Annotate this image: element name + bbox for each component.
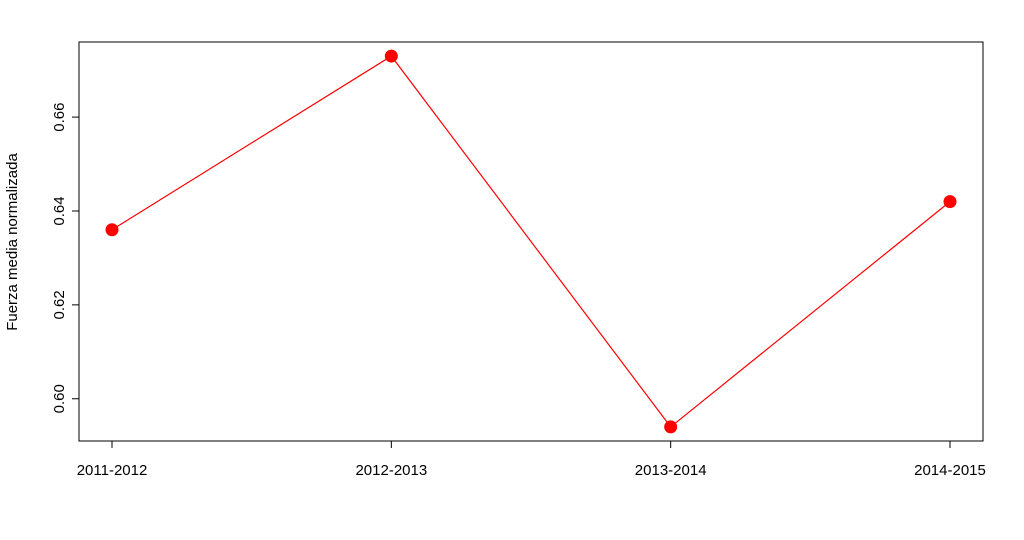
x-tick-label: 2013-2014 [635,462,707,479]
y-tick-label: 0.64 [51,196,68,225]
y-tick-label: 0.62 [51,290,68,319]
x-tick-label: 2014-2015 [914,462,986,479]
data-point [943,195,957,209]
y-axis-title: Fuerza media normalizada [4,153,21,331]
data-point [664,420,678,434]
x-axis: 2011-2012 2012-2013 2013-2014 2014-2015 [77,440,986,479]
y-tick-label: 0.60 [51,384,68,413]
data-point [105,223,119,237]
data-point [384,49,398,63]
x-tick-label: 2012-2013 [355,462,427,479]
y-tick-label: 0.66 [51,103,68,132]
x-tick-label: 2011-2012 [77,462,148,479]
y-axis: 0.60 0.62 0.64 0.66 [51,103,80,413]
series-layer [105,49,957,434]
series-line [111,55,951,428]
